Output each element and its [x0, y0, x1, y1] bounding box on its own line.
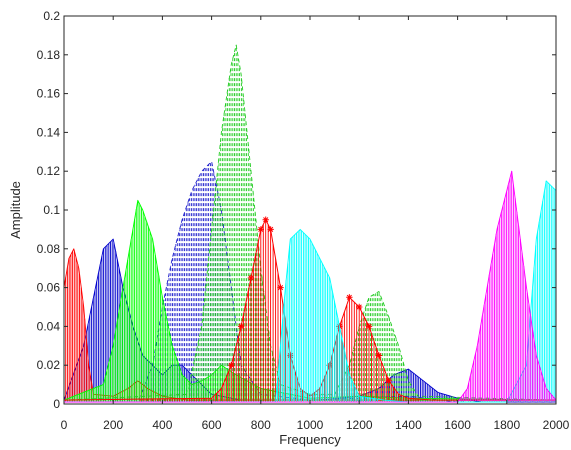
star-marker [385, 377, 392, 384]
series-6-markers [228, 216, 392, 384]
star-marker [356, 303, 363, 311]
y-tick-label: 0.16 [37, 87, 61, 101]
y-tick-label: 0.18 [37, 48, 61, 62]
y-tick-label: 0.06 [37, 281, 61, 295]
star-marker [247, 274, 255, 282]
x-tick-label: 1000 [297, 418, 324, 432]
x-tick-label: 1200 [346, 418, 373, 432]
y-tick-label: 0.04 [37, 319, 61, 333]
x-tick-label: 2000 [543, 418, 570, 432]
y-tick-label: 0.12 [37, 164, 61, 178]
x-tick-label: 1400 [395, 418, 422, 432]
star-marker [375, 352, 383, 359]
series-8-envelope [64, 170, 557, 403]
star-marker [287, 352, 294, 359]
tick-layer: 0 200 400 600 800 1000 1200 1400 1600 1800 2000 0 0.… [37, 9, 570, 432]
x-tick-label: 600 [202, 418, 222, 432]
series-4-envelope [63, 199, 557, 401]
star-marker [346, 294, 353, 301]
y-tick-label: 0.08 [37, 242, 61, 256]
star-marker [237, 323, 245, 330]
x-tick-label: 200 [103, 418, 123, 432]
y-tick-label: 0.02 [37, 358, 61, 372]
y-tick-label: 0.14 [37, 125, 61, 139]
y-tick-label: 0.2 [43, 9, 60, 23]
x-tick-label: 400 [152, 418, 172, 432]
y-tick-label: 0.1 [43, 203, 60, 217]
series-8-strokes [459, 171, 556, 402]
star-marker [326, 362, 333, 369]
star-marker [277, 284, 284, 291]
star-marker [262, 216, 269, 223]
star-marker [365, 323, 373, 330]
series-layer [63, 44, 557, 403]
x-tick-label: 1600 [444, 418, 471, 432]
star-marker [228, 362, 235, 369]
x-tick-label: 1800 [493, 418, 520, 432]
x-tick-label: 800 [251, 418, 271, 432]
star-marker [257, 226, 264, 233]
x-tick-label: 0 [61, 418, 68, 432]
x-axis-label: Frequency [279, 432, 341, 447]
y-axis-label: Amplitude [8, 181, 23, 239]
y-tick-label: 0 [53, 397, 60, 411]
series-8 [64, 170, 557, 403]
star-marker [267, 226, 274, 233]
